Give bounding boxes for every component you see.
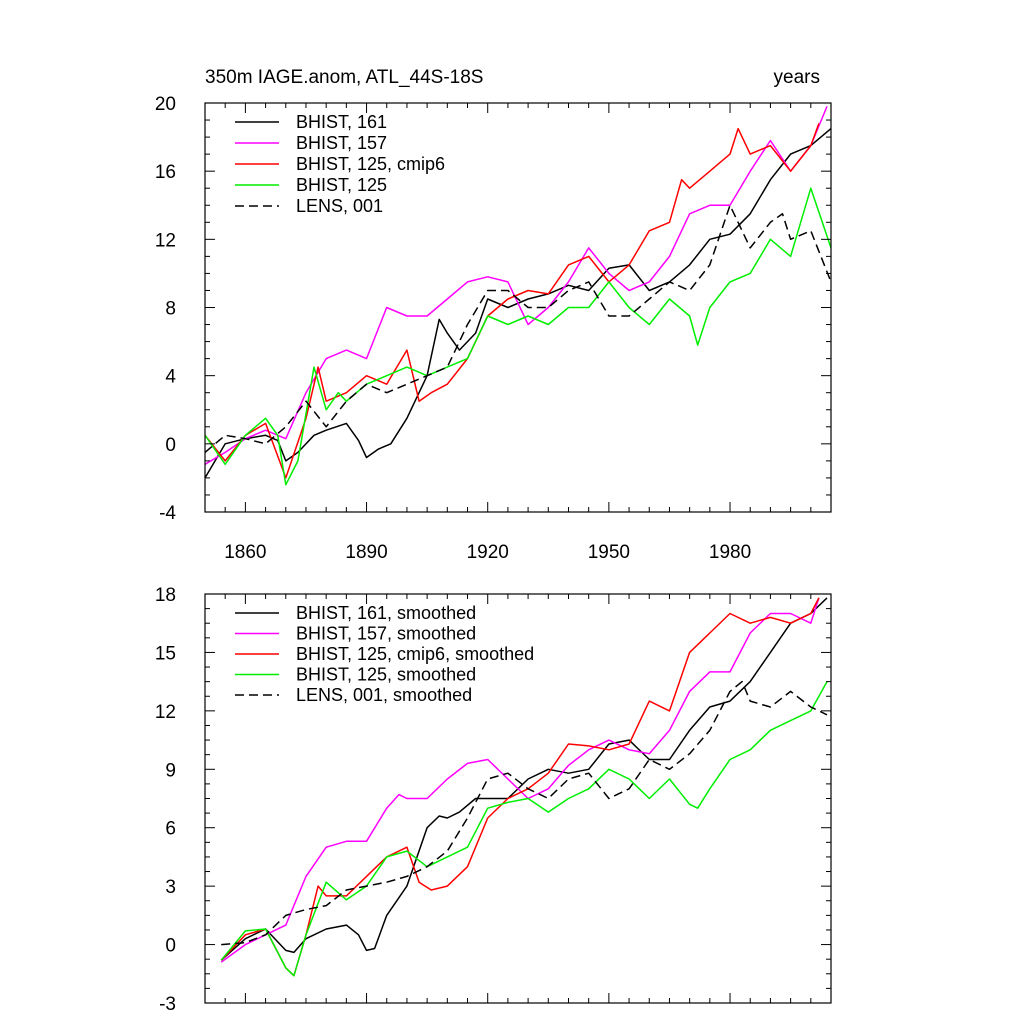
top-panel: 350m IAGE.anom, ATL_44S-18S years -4 0 4 8 1… (155, 67, 832, 563)
y-tick-label: 8 (165, 299, 176, 320)
y-tick-label: 0 (165, 936, 176, 957)
series-line-3 (220, 597, 820, 977)
legend-label-1: BHIST, 161 (296, 112, 387, 132)
y-tick-label: 4 (165, 367, 176, 388)
y-tick-label: 12 (155, 230, 176, 251)
y-tick-label: 12 (155, 702, 176, 723)
top-panel-right-title: years (774, 67, 820, 88)
series-line-2 (220, 597, 820, 963)
series-line-4 (204, 187, 832, 486)
series-line-5 (221, 680, 828, 946)
legend-label-4: BHIST, 125 (296, 175, 387, 195)
legend-label-5: LENS, 001 (296, 196, 383, 216)
y-tick-label: -4 (159, 503, 176, 524)
series-line-4 (220, 681, 828, 977)
y-tick-label: 3 (165, 877, 176, 898)
y-tick-label: 16 (155, 162, 176, 183)
top-plot-area: -4 0 4 8 12 16 20 1860 1890 1920 1950 1980 (155, 94, 832, 563)
series-line-2 (204, 106, 828, 465)
legend-label-3: BHIST, 125, cmip6 (296, 154, 445, 174)
bottom-plot-area: -3 0 3 6 9 12 15 18 (155, 585, 832, 1015)
x-tick-label: 1950 (588, 542, 630, 563)
legend-label-3: BHIST, 125, cmip6, smoothed (296, 644, 534, 664)
legend-label-1: BHIST, 161, smoothed (296, 603, 476, 623)
legend-label-5: LENS, 001, smoothed (296, 685, 472, 705)
series-line-5 (204, 204, 832, 453)
x-tick-label: 1860 (224, 542, 266, 563)
y-tick-label: 15 (155, 643, 176, 664)
y-tick-label: -3 (159, 994, 176, 1015)
y-tick-label: 9 (165, 760, 176, 781)
x-tick-label: 1980 (709, 542, 751, 563)
legend-label-2: BHIST, 157, smoothed (296, 624, 476, 644)
legend-label-2: BHIST, 157 (296, 133, 387, 153)
x-tick-label: 1890 (345, 542, 387, 563)
y-tick-label: 0 (165, 435, 176, 456)
y-tick-label: 18 (155, 585, 176, 606)
legend-label-4: BHIST, 125, smoothed (296, 665, 476, 685)
series-line-1 (220, 597, 828, 961)
y-tick-label: 6 (165, 819, 176, 840)
y-tick-label: 20 (155, 94, 176, 115)
top-panel-title: 350m IAGE.anom, ATL_44S-18S (205, 67, 483, 88)
x-tick-label: 1920 (467, 542, 509, 563)
